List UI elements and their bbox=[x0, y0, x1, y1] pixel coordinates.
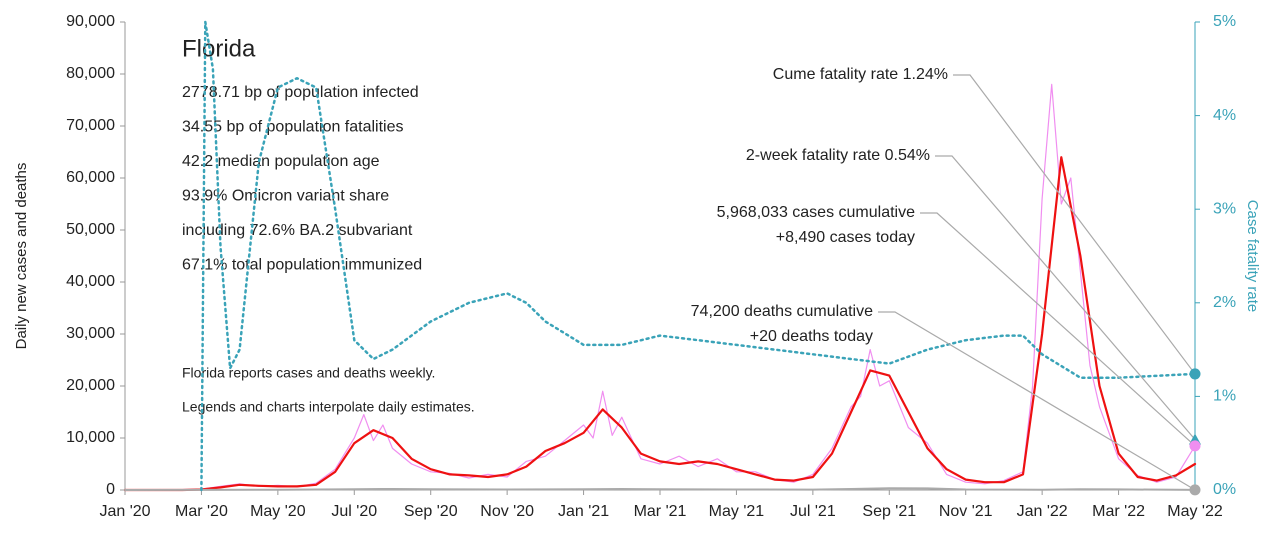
y2-tick-label: 0% bbox=[1213, 481, 1236, 498]
x-tick-label: Nov '20 bbox=[480, 503, 534, 520]
annotation-text: 2-week fatality rate 0.54% bbox=[746, 147, 930, 164]
leader-line bbox=[953, 74, 1196, 375]
info-line: 2778.71 bp of population infected bbox=[182, 84, 419, 101]
series-line bbox=[200, 20, 1197, 492]
x-tick-label: May '21 bbox=[709, 503, 765, 520]
y-tick-label: 70,000 bbox=[66, 117, 115, 134]
x-tick-label: Nov '21 bbox=[939, 503, 993, 520]
y2-tick-label: 3% bbox=[1213, 200, 1236, 217]
end-marker bbox=[1189, 440, 1201, 452]
x-tick-label: Mar '21 bbox=[634, 503, 687, 520]
x-tick-label: Jan '20 bbox=[99, 503, 150, 520]
y2-tick-label: 2% bbox=[1213, 294, 1236, 311]
x-tick-label: May '22 bbox=[1167, 503, 1223, 520]
y-tick-label: 40,000 bbox=[66, 273, 115, 290]
series-line bbox=[124, 83, 1196, 491]
y-tick-label: 20,000 bbox=[66, 377, 115, 394]
info-line: 93.9% Omicron variant share bbox=[182, 188, 389, 205]
annotation-text: +8,490 cases today bbox=[776, 229, 915, 246]
x-tick-label: Mar '20 bbox=[175, 503, 228, 520]
series-line bbox=[123, 156, 1197, 492]
annotation-text: Cume fatality rate 1.24% bbox=[773, 66, 948, 83]
x-tick-label: Jan '21 bbox=[558, 503, 609, 520]
note: Florida reports cases and deaths weekly. bbox=[182, 365, 435, 381]
annotation-text: 74,200 deaths cumulative bbox=[691, 303, 873, 320]
info-line: 67.1% total population immunized bbox=[182, 257, 422, 274]
x-tick-label: Sep '20 bbox=[404, 503, 458, 520]
annotation-text: +20 deaths today bbox=[750, 328, 873, 345]
y2-tick-label: 5% bbox=[1213, 13, 1236, 30]
y-tick-label: 50,000 bbox=[66, 221, 115, 238]
y-tick-label: 60,000 bbox=[66, 169, 115, 186]
note: Legends and charts interpolate daily est… bbox=[182, 399, 475, 415]
end-marker bbox=[1189, 484, 1201, 496]
y-tick-label: 80,000 bbox=[66, 65, 115, 82]
leader-line bbox=[935, 155, 1196, 440]
info-line: 42.2 median population age bbox=[182, 153, 380, 170]
leader-line bbox=[920, 212, 1196, 447]
leader-line bbox=[878, 311, 1196, 491]
y-tick-label: 10,000 bbox=[66, 429, 115, 446]
x-tick-label: Mar '22 bbox=[1092, 503, 1145, 520]
annotation-text: 5,968,033 cases cumulative bbox=[717, 204, 915, 221]
y2-axis-label: Case fatality rate bbox=[1244, 200, 1261, 313]
y-axis-label: Daily new cases and deaths bbox=[13, 163, 30, 350]
x-tick-label: Jul '20 bbox=[331, 503, 377, 520]
x-tick-label: Jan '22 bbox=[1017, 503, 1068, 520]
y-tick-label: 90,000 bbox=[66, 13, 115, 30]
y-tick-label: 30,000 bbox=[66, 325, 115, 342]
y-tick-label: 0 bbox=[106, 481, 115, 498]
x-tick-label: Sep '21 bbox=[862, 503, 916, 520]
y2-tick-label: 1% bbox=[1213, 388, 1236, 405]
series-line bbox=[124, 487, 1196, 491]
end-marker bbox=[1189, 368, 1201, 380]
chart-title: Florida bbox=[182, 35, 256, 62]
x-tick-label: Jul '21 bbox=[790, 503, 836, 520]
x-tick-label: May '20 bbox=[250, 503, 306, 520]
info-line: including 72.6% BA.2 subvariant bbox=[182, 222, 413, 239]
info-line: 34.55 bp of population fatalities bbox=[182, 119, 404, 136]
y2-tick-label: 4% bbox=[1213, 107, 1236, 124]
